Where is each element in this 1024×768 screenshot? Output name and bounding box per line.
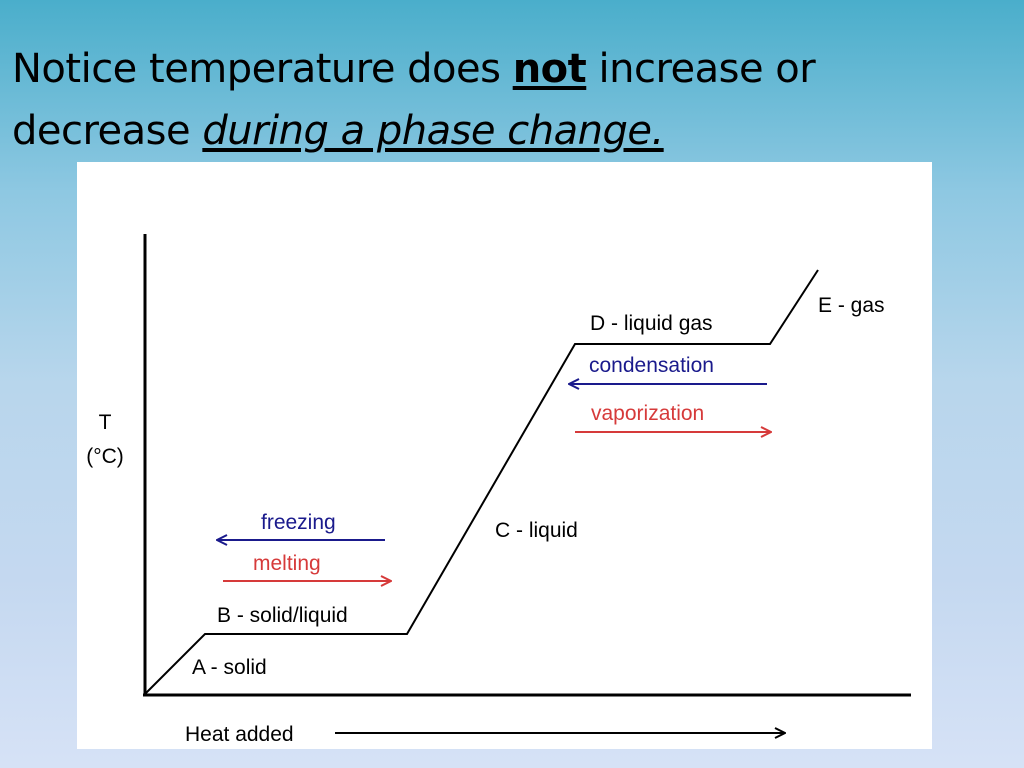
title-text-start: Notice temperature does — [12, 46, 513, 92]
segment-label-c: C - liquid — [495, 519, 578, 542]
x-axis-label: Heat added — [185, 723, 294, 746]
segment-label-e: E - gas — [818, 294, 885, 317]
vaporization-label: vaporization — [591, 402, 704, 425]
segment-label-b: B - solid/liquid — [217, 604, 348, 627]
slide-title: Notice temperature does not increase or … — [12, 38, 1012, 162]
heating-curve — [144, 269, 819, 695]
melting-label: melting — [253, 552, 321, 575]
y-axis-label-t: T — [99, 411, 112, 434]
segment-label-d: D - liquid gas — [590, 312, 713, 335]
y-axis-label-unit: (°C) — [86, 445, 124, 468]
heating-curve-svg: T (°C) Heat added A - solid B - solid/li… — [86, 234, 911, 746]
title-line-2: decrease during a phase change. — [12, 100, 1012, 162]
heating-curve-diagram: T (°C) Heat added A - solid B - solid/li… — [77, 162, 932, 749]
title-text-mid: increase or — [586, 46, 816, 92]
title-emphasis-not: not — [512, 46, 587, 92]
freezing-label: freezing — [261, 511, 336, 534]
title-text-decrease: decrease — [12, 108, 203, 154]
segment-label-a: A - solid — [192, 656, 267, 679]
title-line-1: Notice temperature does not increase or — [12, 38, 1012, 100]
title-emphasis-phase-change: during a phase change. — [202, 108, 664, 154]
condensation-label: condensation — [589, 354, 714, 377]
